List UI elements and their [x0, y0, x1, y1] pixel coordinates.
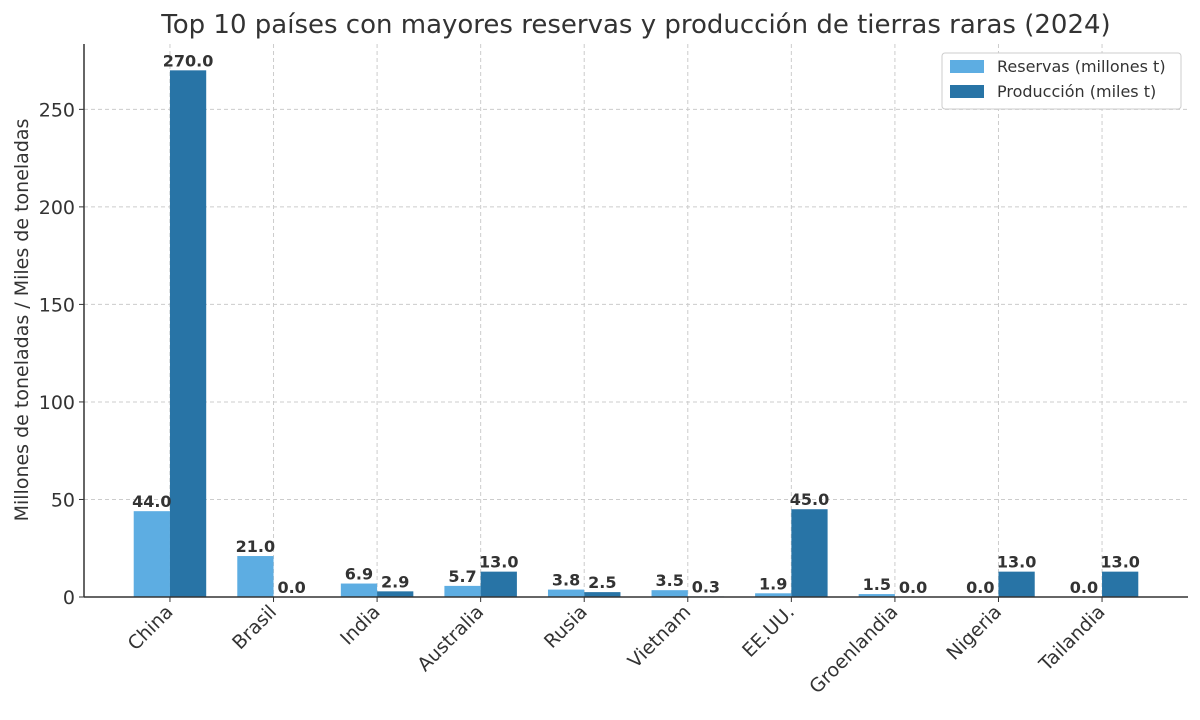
data-label: 6.9: [345, 565, 373, 584]
bar-reservas: [755, 593, 792, 597]
data-label: 2.9: [381, 572, 409, 591]
x-tick-label: Australia: [413, 601, 488, 676]
data-label: 1.9: [759, 574, 787, 593]
data-label: 13.0: [1100, 553, 1139, 572]
data-label: 5.7: [448, 567, 476, 586]
legend-label: Producción (miles t): [997, 82, 1156, 101]
data-label: 3.5: [655, 571, 683, 590]
bars: [133, 70, 1139, 598]
data-label: 13.0: [997, 553, 1036, 572]
axes: 0 50 100 150 200 250 China Brasil India Australia…: [39, 44, 1188, 698]
x-tick-label: Rusia: [540, 601, 592, 653]
bar-produccion: [584, 592, 621, 597]
data-label: 13.0: [479, 553, 518, 572]
data-label: 1.5: [863, 575, 891, 594]
legend-swatch: [950, 85, 984, 98]
y-tick-label: 0: [63, 587, 75, 609]
bar-produccion: [791, 509, 828, 597]
data-label: 0.0: [1070, 578, 1098, 597]
y-tick-label: 50: [51, 489, 75, 511]
legend-box: [941, 52, 1182, 110]
x-tick-label: China: [124, 601, 178, 655]
data-label: 0.3: [692, 577, 720, 596]
bar-reservas: [547, 589, 585, 597]
x-tick-label: Vietnam: [624, 601, 696, 673]
data-label: 0.0: [277, 578, 305, 597]
bar-reservas: [858, 594, 895, 597]
bar-reservas: [651, 590, 688, 597]
x-tick-label: EE.UU.: [738, 601, 799, 662]
bar-reservas: [133, 511, 170, 597]
y-tick-label: 200: [39, 197, 75, 219]
bar-reservas: [237, 556, 274, 597]
data-label: 0.0: [966, 578, 994, 597]
bar-reservas: [444, 585, 481, 597]
y-axis-label: Millones de toneladas / Miles de tonelad…: [11, 119, 33, 522]
data-label: 3.8: [552, 571, 580, 590]
bar-produccion: [480, 571, 517, 597]
gridlines: [84, 44, 1188, 598]
data-label: 270.0: [163, 51, 214, 70]
x-tick-label: Tailandia: [1034, 601, 1109, 676]
legend-swatch: [950, 60, 984, 73]
chart-title: Top 10 países con mayores reservas y pro…: [160, 10, 1110, 40]
data-label: 21.0: [236, 537, 275, 556]
x-tick-label: Groenlandia: [805, 601, 902, 698]
y-tick-label: 150: [39, 294, 75, 316]
y-tick-label: 250: [39, 99, 75, 121]
data-label: 44.0: [132, 492, 171, 511]
data-label: 0.0: [899, 578, 927, 597]
bar-produccion: [1102, 571, 1139, 597]
bar-produccion: [169, 70, 207, 598]
legend-label: Reservas (millones t): [997, 57, 1166, 76]
x-tick-label: Brasil: [228, 601, 281, 654]
data-label: 45.0: [790, 490, 829, 509]
y-tick-label: 100: [39, 392, 75, 414]
data-label: 2.5: [588, 573, 616, 592]
x-tick-label: Nigeria: [942, 601, 1006, 665]
x-tick-label: India: [336, 601, 385, 650]
bar-produccion: [377, 591, 414, 597]
legend: Reservas (millones t) Producción (miles t…: [941, 52, 1182, 110]
bar-reservas: [340, 583, 378, 597]
bar-produccion: [998, 571, 1035, 597]
